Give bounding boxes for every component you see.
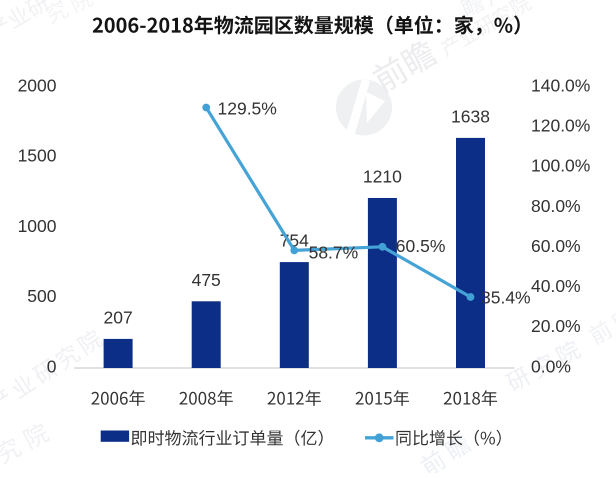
svg-text:60.5%: 60.5% xyxy=(396,236,446,256)
svg-text:1500: 1500 xyxy=(18,146,57,166)
svg-text:35.4%: 35.4% xyxy=(481,287,531,307)
svg-text:58.7%: 58.7% xyxy=(309,242,359,262)
svg-text:500: 500 xyxy=(27,286,56,306)
svg-text:754: 754 xyxy=(280,231,309,251)
svg-text:60.0%: 60.0% xyxy=(531,236,581,256)
svg-text:1210: 1210 xyxy=(363,167,402,187)
svg-text:2000: 2000 xyxy=(18,75,57,95)
svg-text:140.0%: 140.0% xyxy=(531,75,590,95)
svg-text:100.0%: 100.0% xyxy=(531,156,590,176)
svg-text:1000: 1000 xyxy=(18,216,57,236)
svg-text:80.0%: 80.0% xyxy=(531,196,581,216)
svg-text:1638: 1638 xyxy=(451,106,490,126)
svg-text:0: 0 xyxy=(47,356,57,376)
svg-text:129.5%: 129.5% xyxy=(218,98,277,118)
svg-text:207: 207 xyxy=(103,308,132,328)
svg-text:20.0%: 20.0% xyxy=(531,316,581,336)
svg-text:475: 475 xyxy=(192,270,221,290)
svg-text:0.0%: 0.0% xyxy=(531,356,571,376)
svg-text:40.0%: 40.0% xyxy=(531,276,581,296)
svg-text:120.0%: 120.0% xyxy=(531,116,590,136)
